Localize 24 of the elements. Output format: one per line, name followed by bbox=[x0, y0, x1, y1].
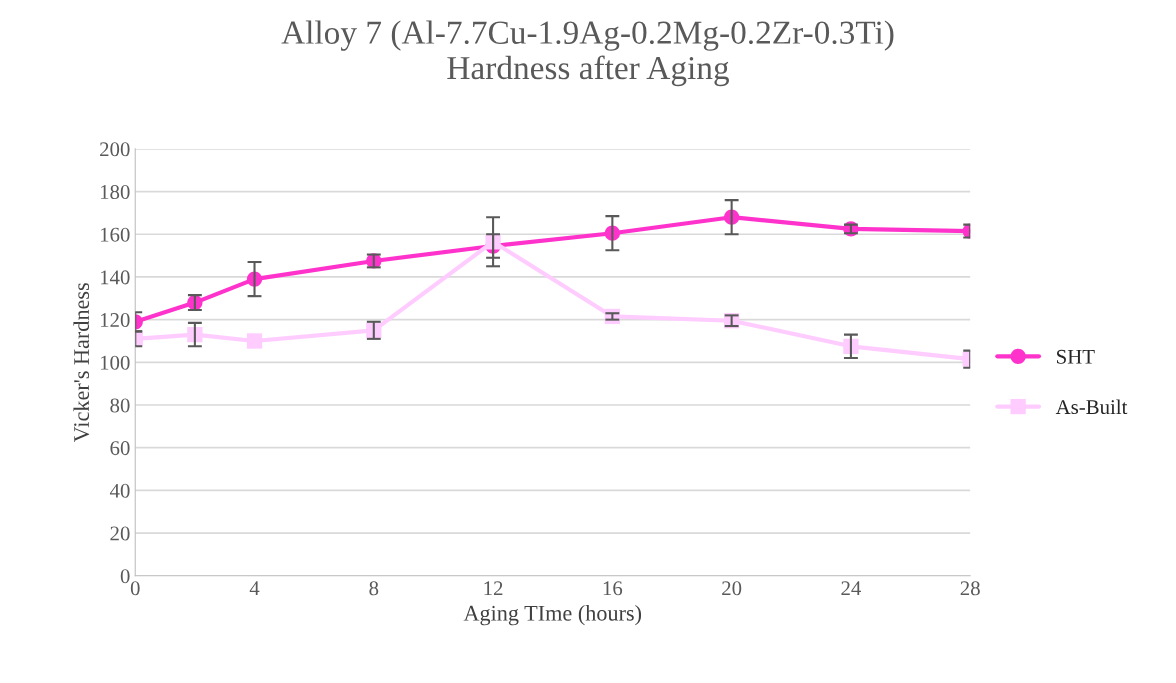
x-tick-label: 24 bbox=[841, 581, 862, 596]
x-tick-label: 20 bbox=[722, 581, 742, 596]
x-tick-label: 28 bbox=[960, 581, 980, 596]
y-tick-label: 100 bbox=[100, 355, 130, 370]
x-tick-label: 0 bbox=[130, 581, 140, 596]
legend-label: As-Built bbox=[1055, 399, 1128, 415]
y-tick-label: 40 bbox=[109, 483, 130, 498]
y-tick-label: 60 bbox=[110, 441, 130, 456]
y-tick-label: 80 bbox=[110, 398, 130, 413]
y-tick-label: 0 bbox=[120, 569, 130, 584]
x-tick-label: 4 bbox=[249, 581, 260, 596]
y-axis-title: Vicker's Hardness bbox=[73, 283, 90, 443]
x-tick-label: 12 bbox=[484, 581, 503, 596]
x-tick-label: 8 bbox=[369, 581, 379, 596]
y-tick-label: 20 bbox=[110, 526, 130, 541]
y-tick-label: 120 bbox=[100, 313, 130, 328]
legend-label: SHT bbox=[1057, 349, 1095, 364]
x-tick-label: 16 bbox=[603, 581, 623, 596]
y-tick-label: 160 bbox=[100, 227, 130, 242]
y-tick-label: 180 bbox=[100, 184, 130, 200]
y-tick-label: 140 bbox=[100, 270, 130, 285]
chart-title: Alloy 7 (Al-7.7Cu-1.9Ag-0.2Mg-0.2Zr-0.3Ti) Hardness after Aging bbox=[281, 20, 894, 87]
x-axis-title: Aging TIme (hours) bbox=[463, 605, 642, 626]
y-tick-label: 200 bbox=[100, 142, 130, 157]
